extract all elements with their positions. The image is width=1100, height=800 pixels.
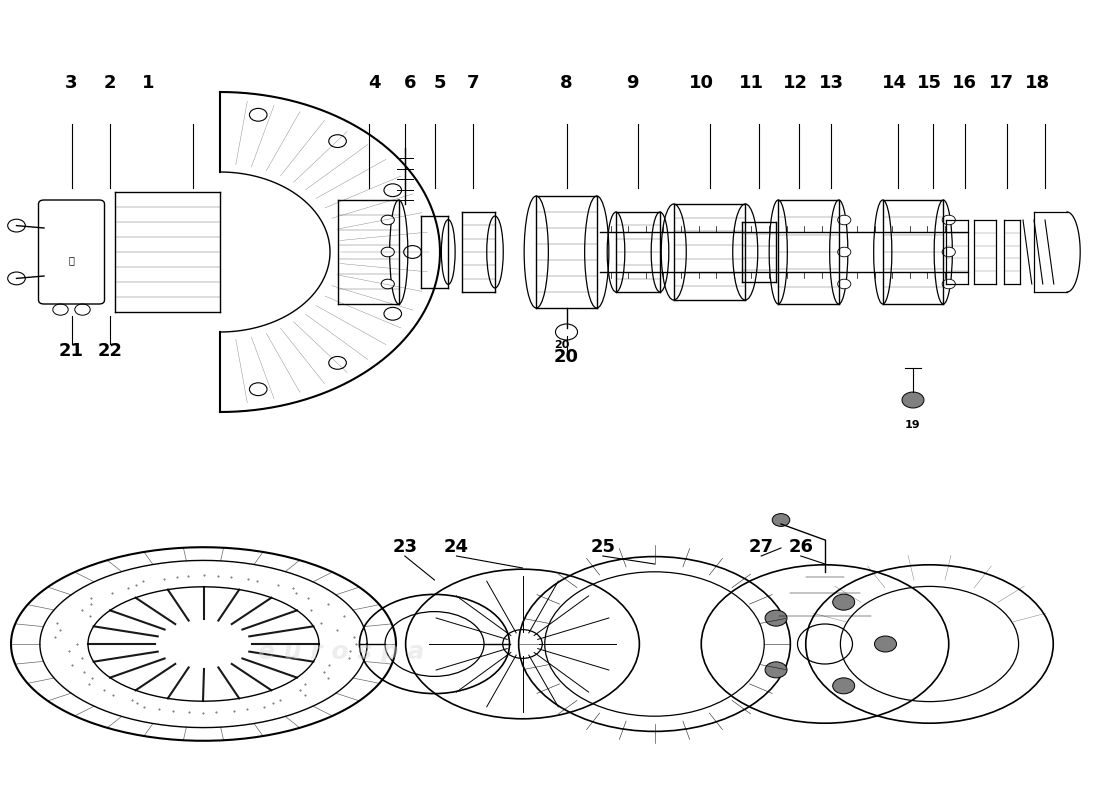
Text: 🐎: 🐎 [68,255,75,265]
Text: 8: 8 [560,74,573,92]
Circle shape [404,246,421,258]
Circle shape [382,215,395,225]
Text: 11: 11 [739,74,763,92]
Text: e u r o s p a: e u r o s p a [257,640,425,664]
Text: 13: 13 [820,74,844,92]
Circle shape [942,247,955,257]
Text: 16: 16 [953,74,977,92]
Circle shape [250,383,267,396]
Circle shape [382,247,395,257]
Text: 1: 1 [142,74,155,92]
Text: 24: 24 [444,538,469,556]
Circle shape [250,108,267,121]
Circle shape [766,662,788,678]
Circle shape [772,514,790,526]
Text: 27: 27 [749,538,773,556]
Circle shape [766,610,788,626]
Text: 25: 25 [591,538,615,556]
Circle shape [902,392,924,408]
Circle shape [838,247,851,257]
Text: 17: 17 [989,74,1013,92]
Text: 19: 19 [905,420,921,430]
Text: 5: 5 [433,74,447,92]
Circle shape [838,215,851,225]
Text: 9: 9 [626,74,639,92]
Circle shape [833,678,855,694]
Text: 20: 20 [554,347,579,366]
Text: 3: 3 [65,74,78,92]
Circle shape [382,279,395,289]
Text: 12: 12 [783,74,807,92]
Circle shape [874,636,896,652]
Circle shape [329,357,346,370]
Text: 15: 15 [917,74,942,92]
Circle shape [942,215,955,225]
Circle shape [942,279,955,289]
Text: 20: 20 [554,340,570,350]
Text: 26: 26 [789,538,813,556]
Text: 23: 23 [393,538,417,556]
Text: 21: 21 [59,342,84,360]
Circle shape [838,279,851,289]
Text: 4: 4 [367,74,381,92]
Circle shape [329,134,346,147]
Text: 2: 2 [103,74,117,92]
Circle shape [833,594,855,610]
Text: 7: 7 [466,74,480,92]
Circle shape [384,184,402,197]
Circle shape [384,307,402,320]
Text: 22: 22 [98,342,122,360]
Text: 14: 14 [882,74,906,92]
Text: 18: 18 [1025,74,1049,92]
Text: 10: 10 [690,74,714,92]
Text: 6: 6 [404,74,417,92]
